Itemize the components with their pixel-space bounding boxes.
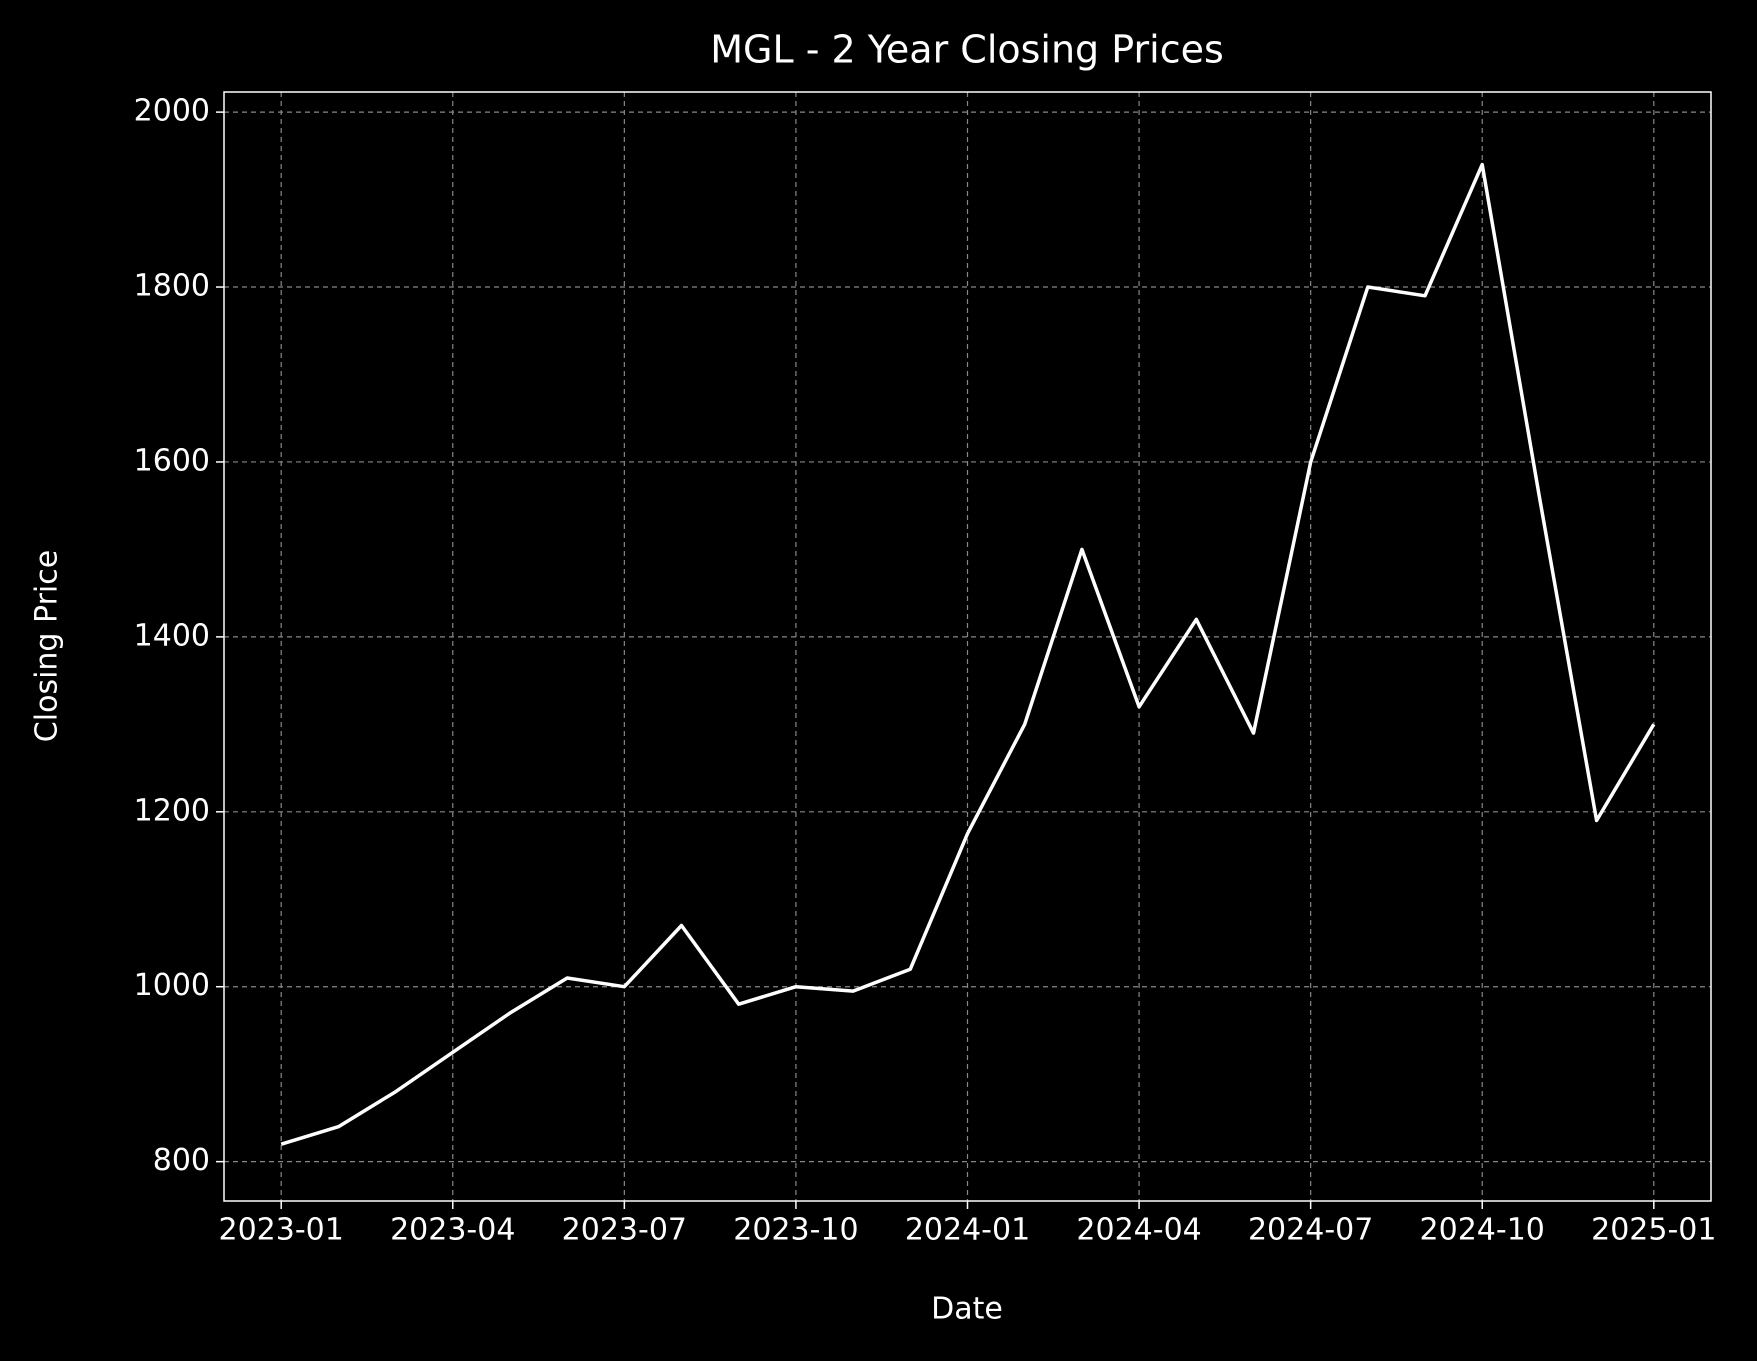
plot-frame — [223, 91, 1712, 1202]
x-tick-label: 2023-01 — [219, 1213, 344, 1248]
y-tick-label: 1600 — [134, 443, 210, 478]
chart-title: MGL - 2 Year Closing Prices — [710, 28, 1224, 72]
x-tick-label: 2025-01 — [1591, 1213, 1716, 1248]
y-tick-label: 1400 — [134, 618, 210, 653]
x-tick-label: 2024-04 — [1076, 1213, 1201, 1248]
y-tick-label: 1000 — [134, 968, 210, 1003]
x-tick-label: 2024-10 — [1420, 1213, 1545, 1248]
price-line — [280, 162, 1656, 1146]
y-tick-label: 1800 — [134, 269, 210, 304]
x-tick-label: 2023-04 — [390, 1213, 515, 1248]
x-tick-label: 2023-07 — [562, 1213, 687, 1248]
y-tick-label: 2000 — [134, 94, 210, 129]
x-axis-label: Date — [931, 1292, 1003, 1327]
y-axis-label: Closing Price — [30, 550, 65, 742]
x-tick-label: 2024-07 — [1248, 1213, 1373, 1248]
x-tick-label: 2023-10 — [733, 1213, 858, 1248]
x-tick-label: 2024-01 — [905, 1213, 1030, 1248]
y-tick-label: 800 — [153, 1143, 210, 1178]
y-tick-label: 1200 — [134, 793, 210, 828]
